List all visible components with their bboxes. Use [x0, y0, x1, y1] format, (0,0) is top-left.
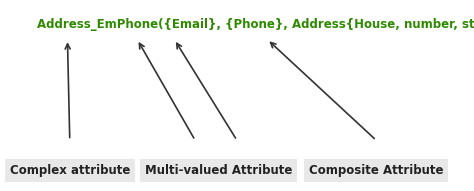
Text: Multi-valued Attribute: Multi-valued Attribute — [145, 164, 292, 177]
Text: Composite Attribute: Composite Attribute — [309, 164, 444, 177]
Text: Address_EmPhone({Email}, {Phone}, Address{House, number, street, City, State}): Address_EmPhone({Email}, {Phone}, Addres… — [37, 18, 474, 31]
Text: Complex attribute: Complex attribute — [9, 164, 130, 177]
